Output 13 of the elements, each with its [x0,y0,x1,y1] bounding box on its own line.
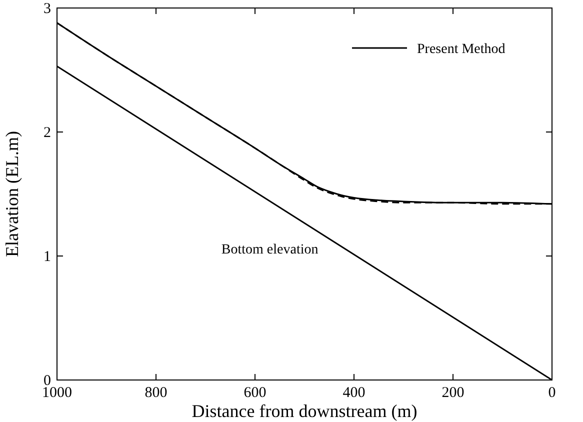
y-tick-label: 1 [44,249,51,265]
annotation: Bottom elevation [221,242,318,258]
x-tick-label: 200 [442,385,464,401]
x-tick-label: 400 [342,385,366,401]
legend-label: Present Method [417,42,506,57]
y-tick-label: 3 [44,1,51,17]
y-axis-title: Elavation (EL.m) [2,131,22,257]
x-tick-label: 1000 [42,385,72,401]
x-tick-label: 600 [244,385,266,401]
x-tick-label: 0 [548,385,556,401]
y-tick-label: 2 [44,125,51,141]
x-tick-label: 800 [144,385,168,401]
x-axis-title: Distance from downstream (m) [192,401,418,421]
